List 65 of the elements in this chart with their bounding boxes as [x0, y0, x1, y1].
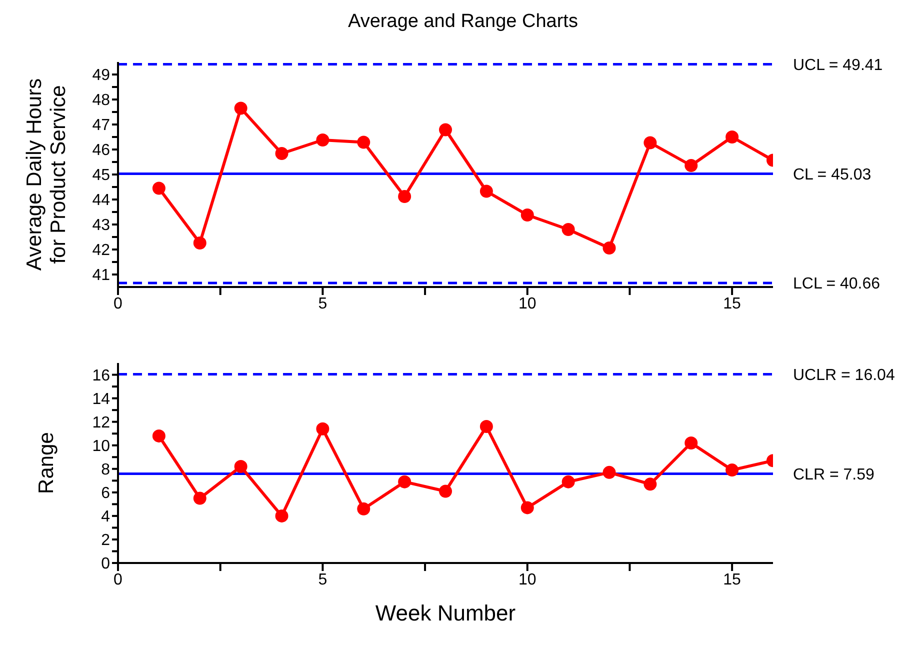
y-tick-label: 48 [92, 92, 110, 110]
point [644, 136, 657, 150]
ref-line-label: CL = 45.03 [793, 166, 872, 184]
ref-line-label: UCLR = 16.04 [793, 366, 895, 384]
point [357, 136, 370, 149]
point [602, 466, 616, 479]
y-axis-title: Range [35, 432, 58, 494]
point [398, 475, 412, 488]
y-tick-label: 45 [92, 167, 110, 184]
point [234, 460, 248, 474]
point [398, 190, 412, 203]
y-tick-label: 47 [92, 117, 110, 134]
point [234, 102, 248, 115]
y-tick-label: 44 [92, 192, 110, 210]
y-tick-label: 42 [92, 242, 110, 260]
x-tick-label: 0 [114, 571, 123, 588]
point [480, 184, 493, 198]
x-tick-label: 10 [518, 571, 536, 588]
point [275, 509, 288, 522]
ref-line-label: LCL = 40.66 [793, 276, 880, 293]
y-tick-label: 10 [92, 438, 110, 456]
y-tick-label: 43 [92, 217, 110, 234]
point [684, 159, 698, 172]
point [726, 130, 739, 144]
ref-line-label: UCL = 49.41 [793, 56, 883, 74]
point [193, 236, 206, 250]
x-tick-label: 15 [723, 295, 742, 312]
point [316, 134, 330, 146]
x-axis-title: Week Number [375, 600, 516, 626]
point [152, 429, 166, 442]
y-tick-label: 49 [92, 67, 110, 84]
point [602, 242, 616, 254]
x-tick-label: 5 [318, 571, 328, 588]
point [520, 208, 534, 222]
y-tick-label: 41 [92, 267, 110, 284]
point [480, 420, 493, 434]
point [726, 464, 739, 477]
x-tick-label: 10 [518, 295, 536, 312]
y-tick-label: 6 [101, 485, 110, 502]
x-tick-label: 15 [723, 571, 742, 588]
y-tick-label: 2 [101, 532, 110, 550]
point [644, 478, 657, 491]
ref-line-label: CLR = 7.59 [793, 466, 874, 484]
point [562, 475, 575, 488]
y-tick-label: 14 [92, 390, 110, 408]
y-tick-label: 0 [101, 556, 110, 573]
x-tick-label: 0 [114, 295, 123, 312]
point [439, 484, 452, 498]
point [684, 436, 698, 450]
x-tick-label: 5 [318, 295, 328, 312]
point [152, 182, 166, 195]
point [520, 501, 534, 514]
point [357, 502, 370, 516]
point [562, 223, 575, 236]
y-tick-label: 8 [101, 462, 110, 479]
point [439, 123, 452, 136]
point [275, 147, 288, 160]
chart-title: Average and Range Charts [347, 10, 579, 34]
y-tick-label: 46 [92, 142, 110, 160]
y-axis-title: Average Daily Hours for Product Service [23, 78, 70, 271]
y-tick-label: 12 [92, 414, 110, 432]
y-tick-label: 16 [92, 367, 110, 384]
point [193, 492, 206, 505]
point [316, 422, 330, 436]
y-tick-label: 4 [101, 508, 110, 526]
